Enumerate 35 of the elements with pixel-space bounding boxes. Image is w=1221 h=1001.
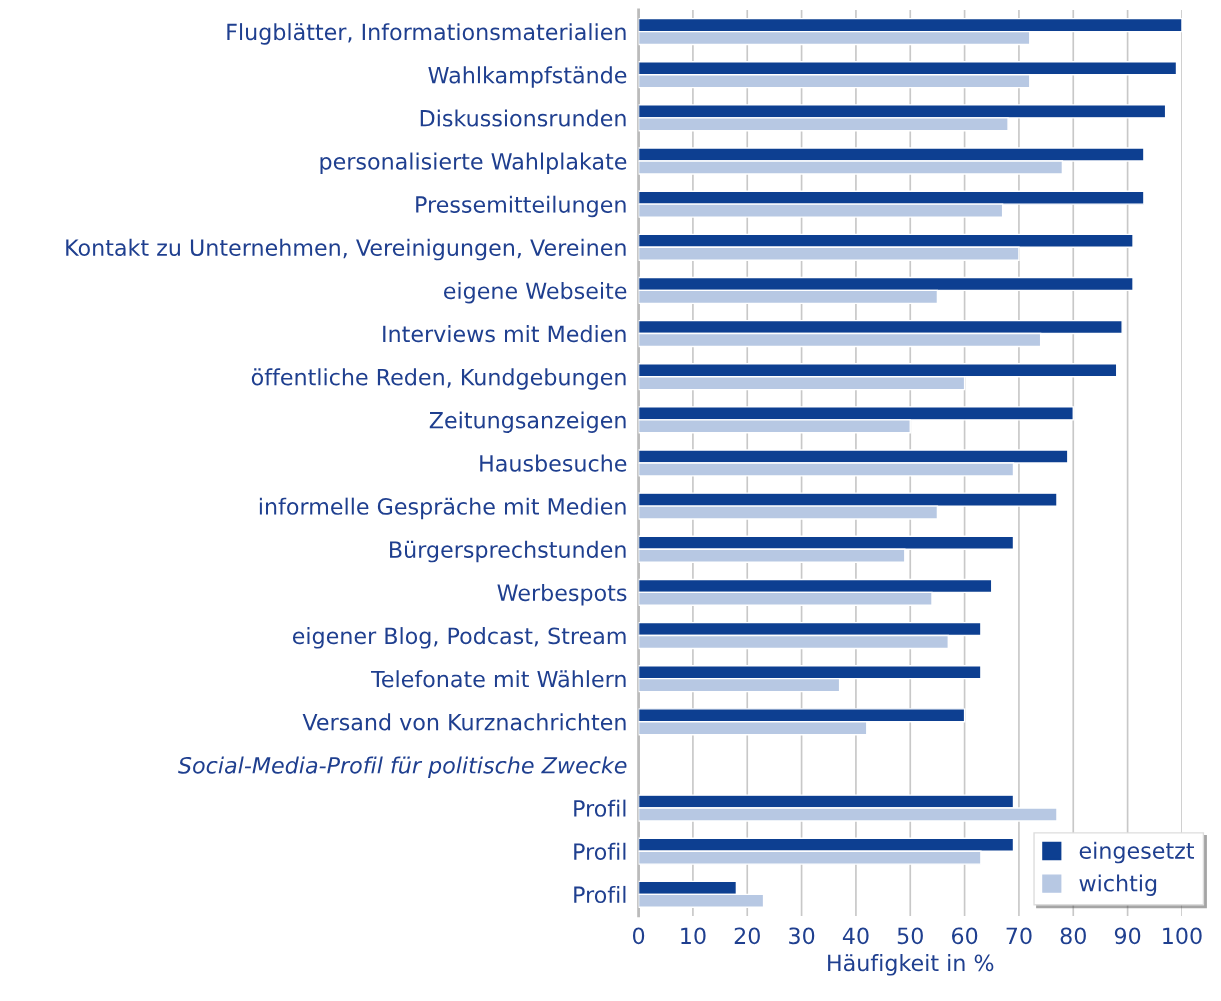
y-tick-label: Kontakt zu Unternehmen, Vereinigungen, Vereinen — [66, 238, 626, 261]
y-tick-label: Wahlkampfstände — [428, 66, 627, 88]
y-tick-label: öffentliche Reden, Kundgebungen — [251, 368, 626, 390]
y-tick-label: Versand von Kurznachrichten — [302, 713, 626, 731]
x-axis-title: Häufigkeit in % — [828, 954, 994, 976]
y-tick-label: Telefonate mit Wählern — [370, 670, 626, 688]
x-tick-label: 20 — [734, 927, 760, 945]
y-tick-label: Hausbesuche — [480, 454, 627, 472]
x-tick-label: 60 — [952, 927, 978, 945]
legend-label: eingesetzt — [1079, 841, 1194, 864]
y-tick-label: Profil — [574, 842, 626, 860]
y-tick-label: personalisierte Wahlplakate — [320, 152, 627, 175]
x-tick-label: 90 — [1114, 927, 1141, 945]
x-tick-label: 70 — [1006, 927, 1032, 945]
y-tick-label: Interviews mit Medien — [383, 325, 626, 343]
y-tick-label: eigener Blog, Podcast, Stream — [292, 627, 626, 649]
y-tick-label: Flugblätter, Informationsmaterialien — [227, 23, 626, 45]
y-tick-label: Social-Media-Profil für politische Zwecke — [178, 756, 627, 778]
y-tick-label: Werbespots — [497, 583, 627, 606]
y-tick-label: Profil — [574, 885, 626, 904]
y-tick-label: Pressemitteilungen — [416, 195, 626, 218]
y-tick-label: Zeitungsanzeigen — [429, 411, 626, 433]
x-tick-label: 40 — [842, 927, 869, 945]
x-tick-label: 0 — [632, 927, 645, 945]
legend-label: wichtig — [1079, 874, 1157, 896]
y-tick-label: informelle Gespräche mit Medien — [259, 497, 626, 520]
y-tick-label: Profil — [574, 799, 626, 817]
x-tick-label: 30 — [789, 927, 815, 945]
y-tick-label: eigene Webseite — [443, 281, 627, 304]
x-tick-label: 10 — [681, 927, 706, 945]
x-tick-label: 100 — [1163, 927, 1202, 945]
x-tick-label: 50 — [897, 927, 923, 945]
y-tick-label: Bürgersprechstunden — [390, 540, 626, 563]
y-tick-label: Diskussionsrunden — [420, 109, 626, 127]
x-tick-label: 80 — [1060, 927, 1086, 945]
